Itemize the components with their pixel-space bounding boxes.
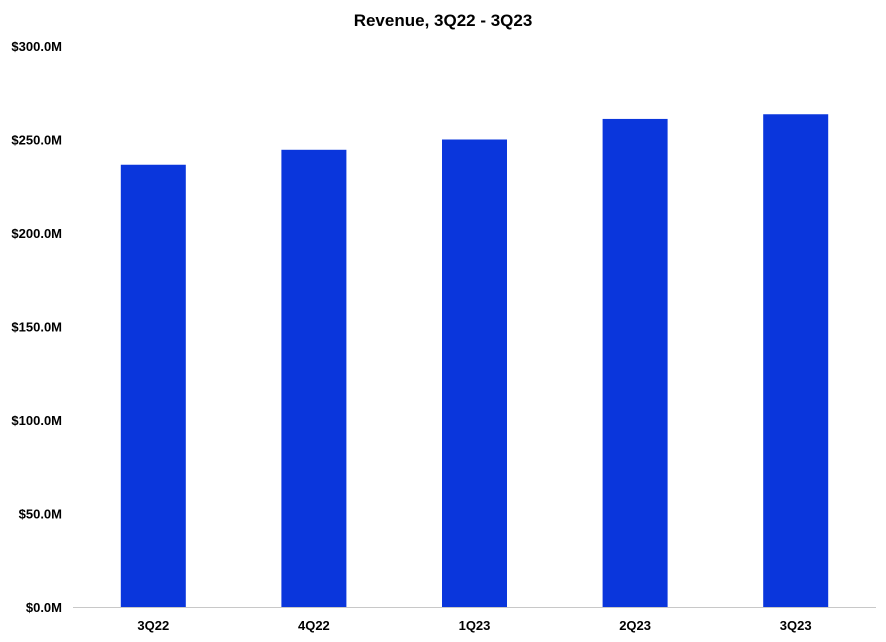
x-tick-label: 1Q23	[459, 618, 491, 633]
x-tick-label: 4Q22	[298, 618, 330, 633]
y-tick-label: $250.0M	[11, 133, 62, 148]
bar-3q22	[120, 164, 186, 607]
x-tick-label: 3Q22	[137, 618, 169, 633]
bar-2q23	[602, 118, 668, 608]
y-tick-label: $300.0M	[11, 39, 62, 54]
bar-4q22	[281, 149, 347, 607]
bar-series	[120, 114, 829, 608]
y-tick-label: $0.0M	[26, 600, 62, 615]
y-tick-label: $100.0M	[11, 413, 62, 428]
bar-3q23	[763, 114, 829, 607]
x-axis: 3Q22 4Q22 1Q23 2Q23 3Q23	[137, 618, 811, 633]
y-axis: $0.0M $50.0M $100.0M $150.0M $200.0M $250.0M $…	[11, 39, 62, 615]
x-tick-label: 2Q23	[619, 618, 651, 633]
y-tick-label: $200.0M	[11, 226, 62, 241]
chart-title: Revenue, 3Q22 - 3Q23	[354, 11, 533, 30]
y-tick-label: $150.0M	[11, 320, 62, 335]
bar-1q23	[442, 139, 507, 607]
y-tick-label: $50.0M	[19, 507, 62, 522]
x-tick-label: 3Q23	[780, 618, 812, 633]
